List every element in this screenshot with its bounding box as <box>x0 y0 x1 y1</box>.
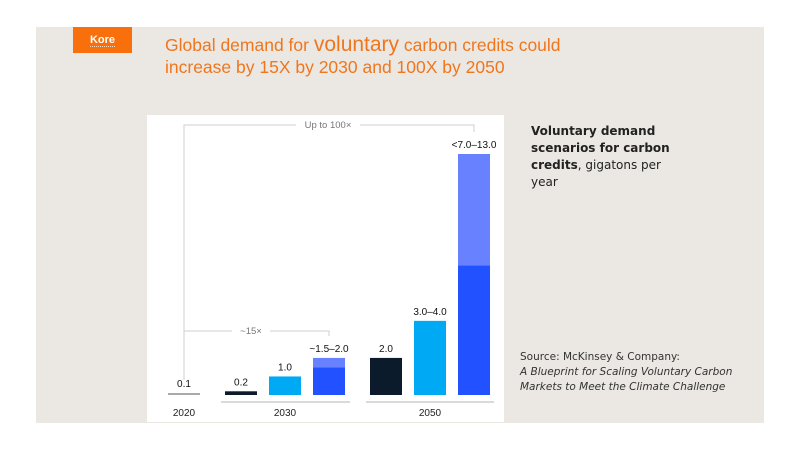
bar-2050-4 <box>370 357 402 395</box>
bar-2020-0 <box>168 393 200 395</box>
value-label: 0.2 <box>234 377 248 388</box>
bar-2030-2 <box>269 376 301 395</box>
title-part2: carbon credits could <box>399 35 561 55</box>
bar-2030-3 <box>313 367 345 395</box>
kore-logo: Kore <box>73 27 132 53</box>
group-label-2020: 2020 <box>173 408 196 419</box>
group-axis: 2020 2030 2050 <box>173 401 494 419</box>
value-label: 3.0–4.0 <box>413 307 447 318</box>
annotation-15x: ~15× <box>240 326 262 337</box>
bar-2050-5 <box>414 320 446 395</box>
value-label: <7.0–13.0 <box>452 140 497 151</box>
slide-title: Global demand for voluntary carbon credi… <box>165 34 585 78</box>
bar-2050-6 <box>458 265 490 395</box>
annotation-100x: Up to 100× <box>305 120 352 131</box>
title-line2: increase by 15X by 2030 and 100X by 2050 <box>165 57 505 77</box>
subtitle-rest: , gigatons per year <box>531 158 661 189</box>
source-note: Source: McKinsey & Company: A Blueprint … <box>520 350 760 395</box>
source-title-line1: A Blueprint for Scaling Voluntary Carbon <box>520 366 733 378</box>
bars-layer <box>168 154 490 395</box>
chart-subtitle: Voluntary demand scenarios for carbon cr… <box>531 123 671 191</box>
group-label-2050: 2050 <box>419 408 442 419</box>
bracket-label-bg <box>296 118 360 130</box>
value-labels: 0.1 0.2 1.0 ~1.5–2.0 2.0 3.0–4.0 <7.0–13.0 <box>177 140 497 390</box>
bar-2030-1 <box>225 391 257 395</box>
group-label-2030: 2030 <box>274 408 297 419</box>
logo-text: Kore <box>89 33 116 47</box>
value-label: ~1.5–2.0 <box>309 344 349 355</box>
bracket-15x <box>183 330 330 380</box>
title-emphasis: voluntary <box>313 33 400 56</box>
title-part1: Global demand for <box>165 35 314 55</box>
bracket-label-bg <box>232 324 270 336</box>
bracket-100x <box>183 124 475 331</box>
bar-range-2050-6 <box>458 154 490 266</box>
source-prefix: Source: McKinsey & Company: <box>520 351 680 363</box>
subtitle-bold: Voluntary demand scenarios for carbon cr… <box>531 124 670 172</box>
value-label: 2.0 <box>379 344 393 355</box>
bar-range-2030-3 <box>313 357 345 368</box>
annotation-brackets: ~15× Up to 100× <box>183 118 475 380</box>
value-label: 0.1 <box>177 379 191 390</box>
source-title-line2: Markets to Meet the Climate Challenge <box>520 381 726 393</box>
value-label: 1.0 <box>278 362 292 373</box>
